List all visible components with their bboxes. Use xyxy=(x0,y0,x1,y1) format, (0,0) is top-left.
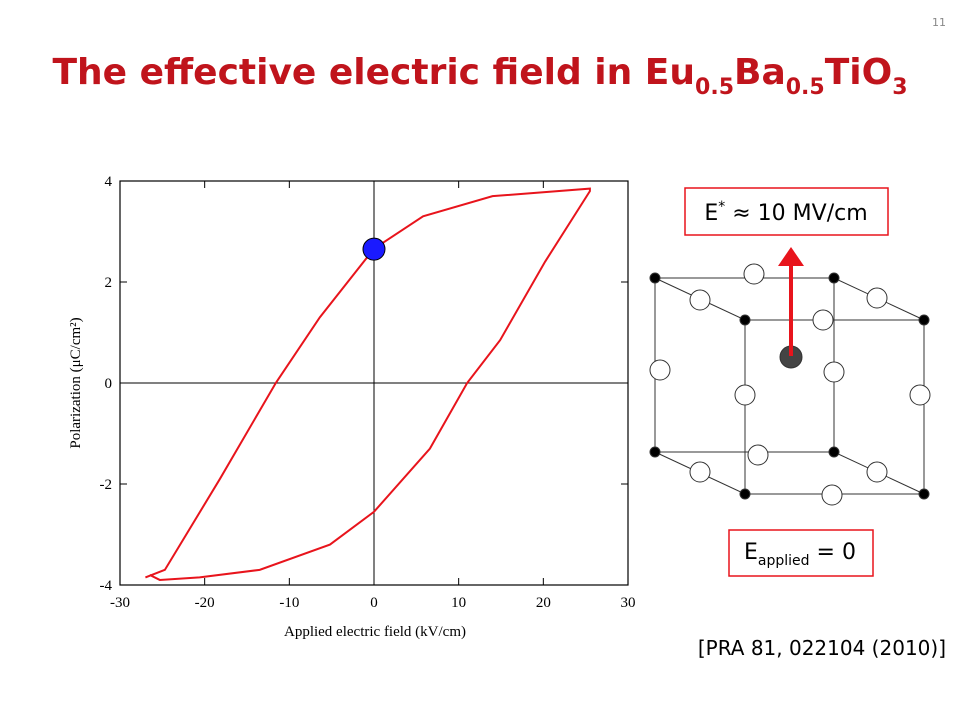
atom xyxy=(909,384,931,406)
applied-label: Eapplied = 0 xyxy=(744,540,856,569)
atom xyxy=(649,272,661,284)
y-tick-label: 4 xyxy=(105,174,113,190)
title-sub: 3 xyxy=(892,75,907,100)
x-tick-label: 10 xyxy=(451,595,466,611)
arrow-head xyxy=(778,247,804,266)
atom xyxy=(689,289,711,311)
citation: [PRA 81, 022104 (2010)] xyxy=(698,636,946,660)
atom xyxy=(739,488,751,500)
atom xyxy=(828,446,840,458)
x-tick-label: 20 xyxy=(536,595,551,611)
atom xyxy=(649,446,661,458)
field-box xyxy=(684,187,889,236)
x-tick-label: -20 xyxy=(195,595,215,611)
crystal-diagram xyxy=(649,247,931,506)
x-axis-label: Applied electric field (kV/cm) xyxy=(284,624,466,640)
field-label: E* ≈ 10 MV/cm xyxy=(704,199,867,226)
slide-title: The effective electric field in Eu0.5Ba0… xyxy=(52,52,907,100)
x-tick-label: -30 xyxy=(110,595,130,611)
title-text: TiO xyxy=(825,52,893,93)
y-tick-label: -4 xyxy=(100,578,113,594)
atom xyxy=(743,263,765,285)
field-sup: * xyxy=(718,199,725,215)
y-tick-label: 2 xyxy=(105,275,113,291)
atom xyxy=(739,314,751,326)
atom xyxy=(821,484,843,506)
title-sub: 0.5 xyxy=(695,75,734,100)
applied-box xyxy=(728,529,874,577)
loop-line xyxy=(145,187,591,581)
applied-sub: applied xyxy=(758,553,810,569)
atom xyxy=(649,359,671,381)
atom xyxy=(918,488,930,500)
field-main: E xyxy=(704,201,718,226)
x-tick-label: 30 xyxy=(621,595,636,611)
x-tick-label: -10 xyxy=(279,595,299,611)
title-sub: 0.5 xyxy=(786,75,825,100)
y-tick-label: -2 xyxy=(100,477,113,493)
applied-main: E xyxy=(744,540,758,565)
title-text: The effective electric field in Eu xyxy=(52,52,695,93)
y-tick-label: 0 xyxy=(105,376,113,392)
y-axis-label: Polarization (μC/cm²) xyxy=(68,317,84,448)
atom xyxy=(866,287,888,309)
corner-atoms xyxy=(649,272,930,500)
atom xyxy=(823,361,845,383)
chart: Applied electric field (kV/cm) Polarizat… xyxy=(68,174,636,640)
x-tick-label: 0 xyxy=(370,595,378,611)
oxygen-atoms xyxy=(649,263,931,506)
atom xyxy=(689,461,711,483)
atom xyxy=(918,314,930,326)
atom xyxy=(812,309,834,331)
field-rest: ≈ 10 MV/cm xyxy=(725,201,867,226)
atom xyxy=(734,384,756,406)
applied-rest: = 0 xyxy=(810,540,856,565)
title-text: Ba xyxy=(734,52,786,93)
atom xyxy=(747,444,769,466)
atom xyxy=(866,461,888,483)
state-marker xyxy=(362,237,386,261)
atom xyxy=(828,272,840,284)
page-number: 11 xyxy=(932,16,946,29)
